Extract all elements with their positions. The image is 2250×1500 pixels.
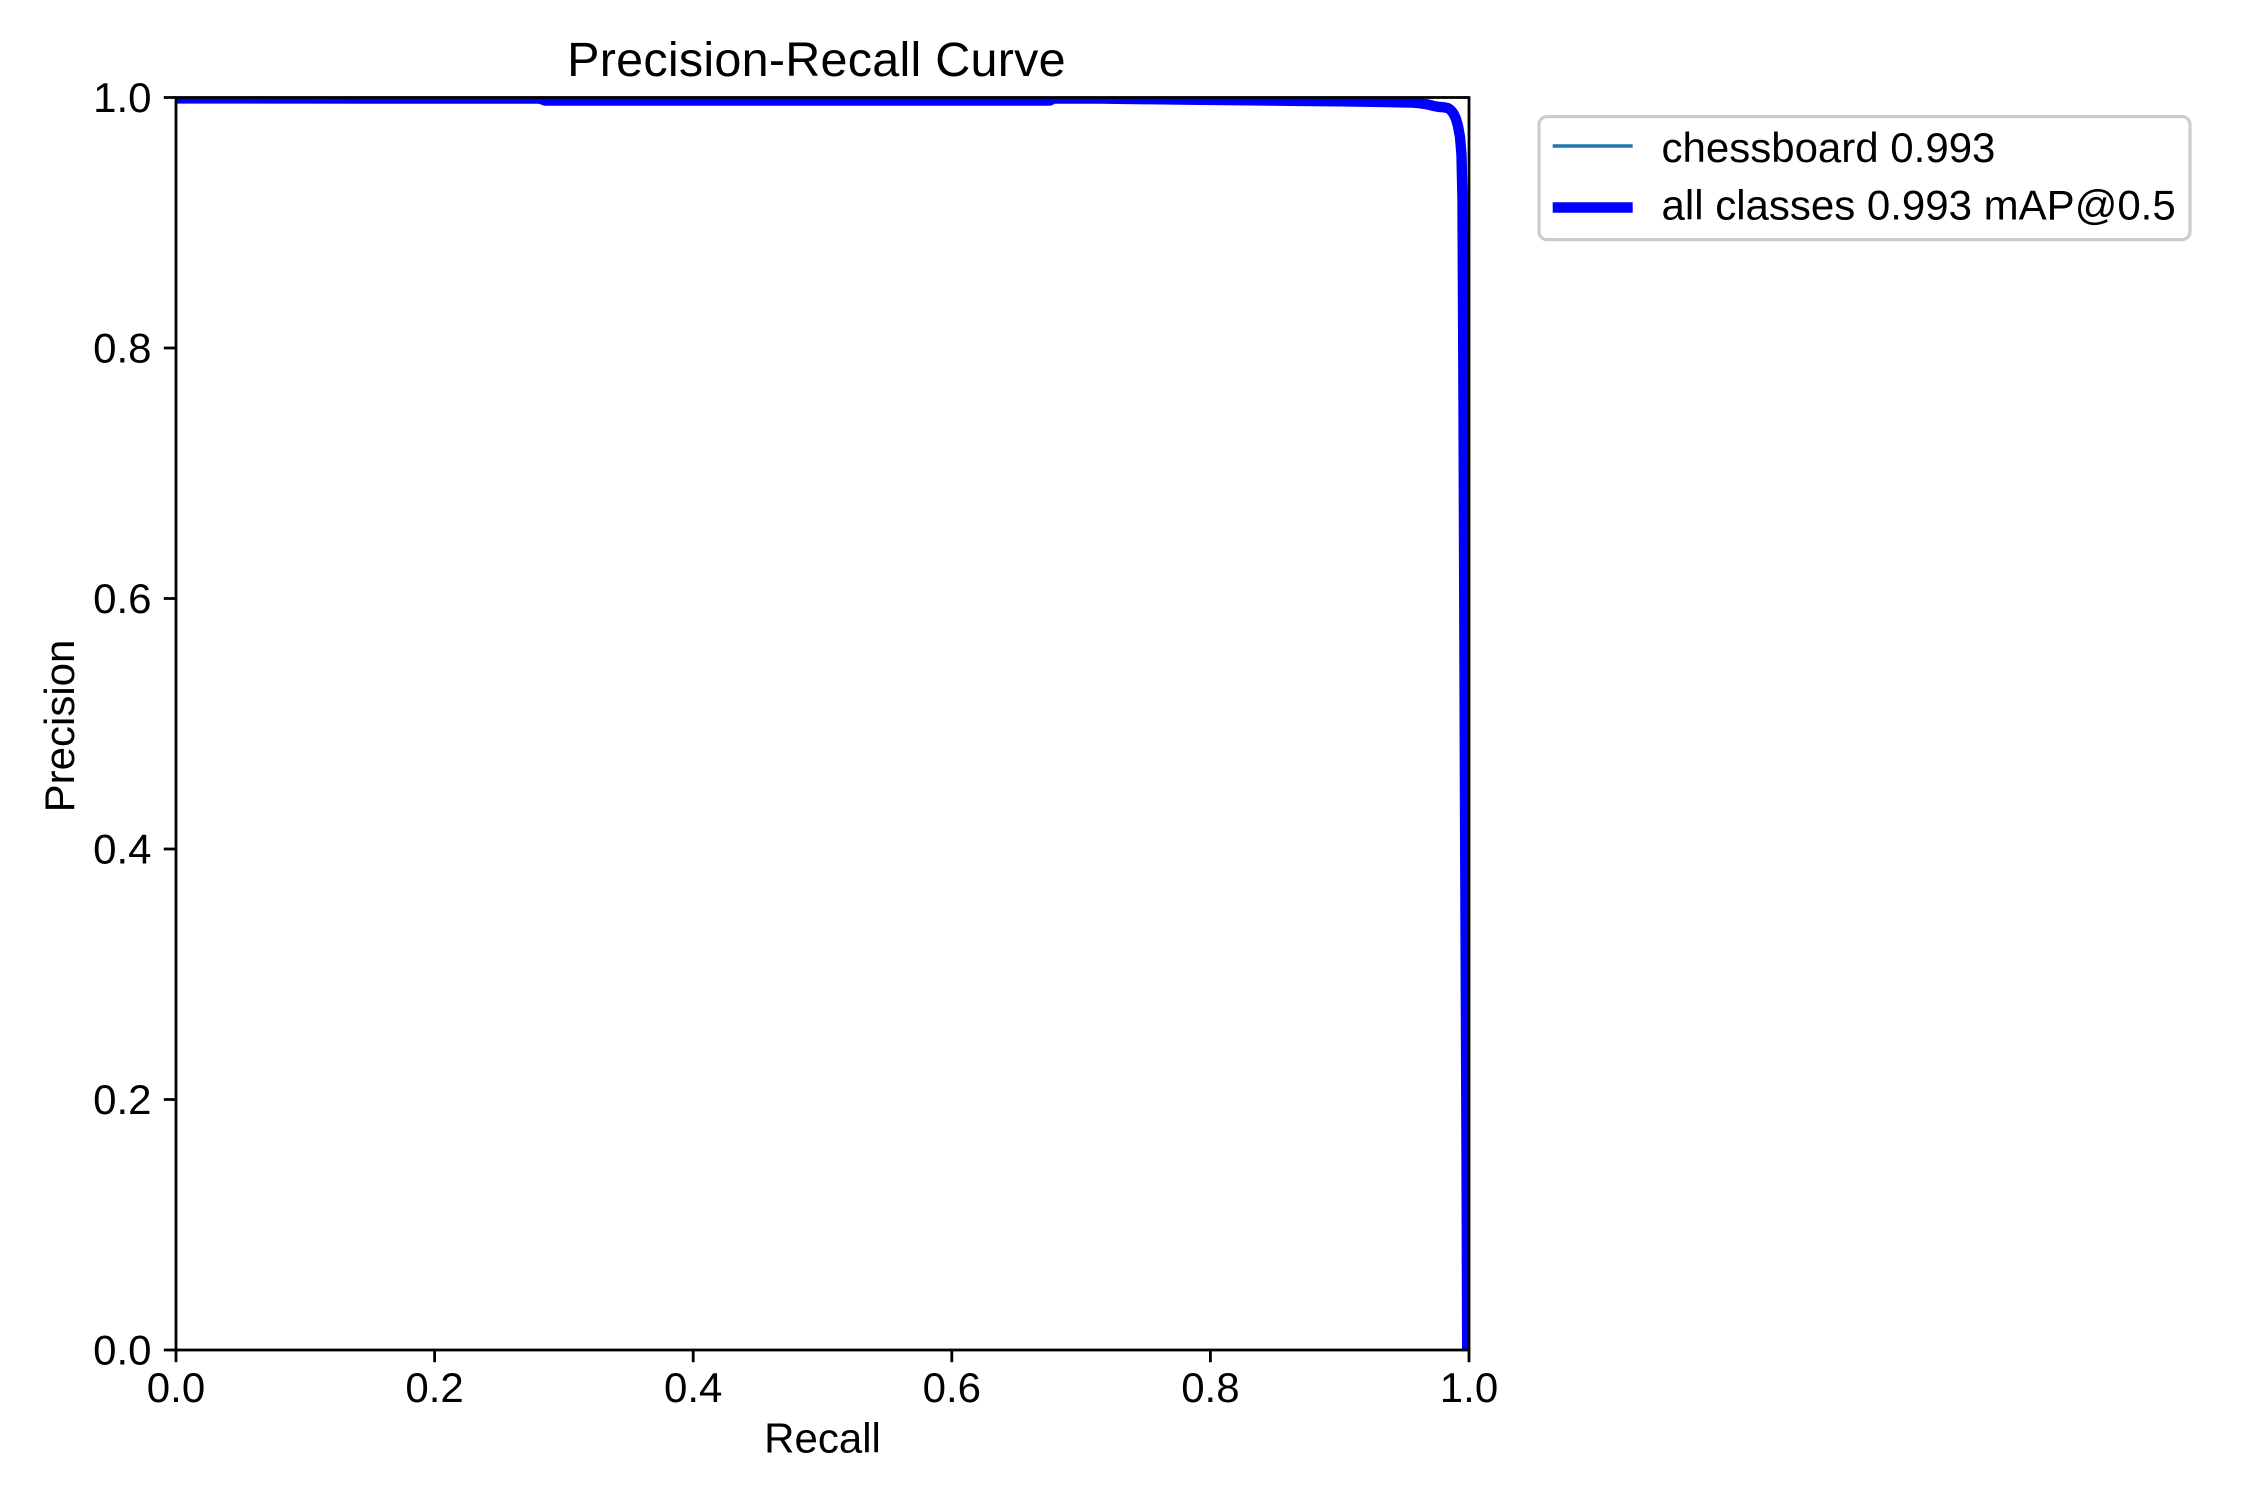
svg-text:chessboard 0.993: chessboard 0.993 xyxy=(1662,124,1996,171)
svg-text:all classes 0.993 mAP@0.5: all classes 0.993 mAP@0.5 xyxy=(1662,182,2176,229)
svg-text:0.2: 0.2 xyxy=(405,1364,463,1411)
svg-text:Recall: Recall xyxy=(764,1415,881,1462)
svg-text:0.4: 0.4 xyxy=(664,1364,722,1411)
svg-text:Precision-Recall Curve: Precision-Recall Curve xyxy=(567,33,1066,87)
svg-text:0.0: 0.0 xyxy=(93,1326,151,1373)
svg-text:0.8: 0.8 xyxy=(93,324,151,371)
svg-text:0.2: 0.2 xyxy=(93,1076,151,1123)
svg-text:0.6: 0.6 xyxy=(923,1364,981,1411)
svg-text:1.0: 1.0 xyxy=(93,74,151,121)
svg-text:Precision: Precision xyxy=(36,640,83,813)
svg-text:0.4: 0.4 xyxy=(93,825,151,872)
svg-text:0.0: 0.0 xyxy=(147,1364,205,1411)
svg-text:0.8: 0.8 xyxy=(1181,1364,1239,1411)
svg-text:1.0: 1.0 xyxy=(1440,1364,1498,1411)
svg-text:0.6: 0.6 xyxy=(93,575,151,622)
